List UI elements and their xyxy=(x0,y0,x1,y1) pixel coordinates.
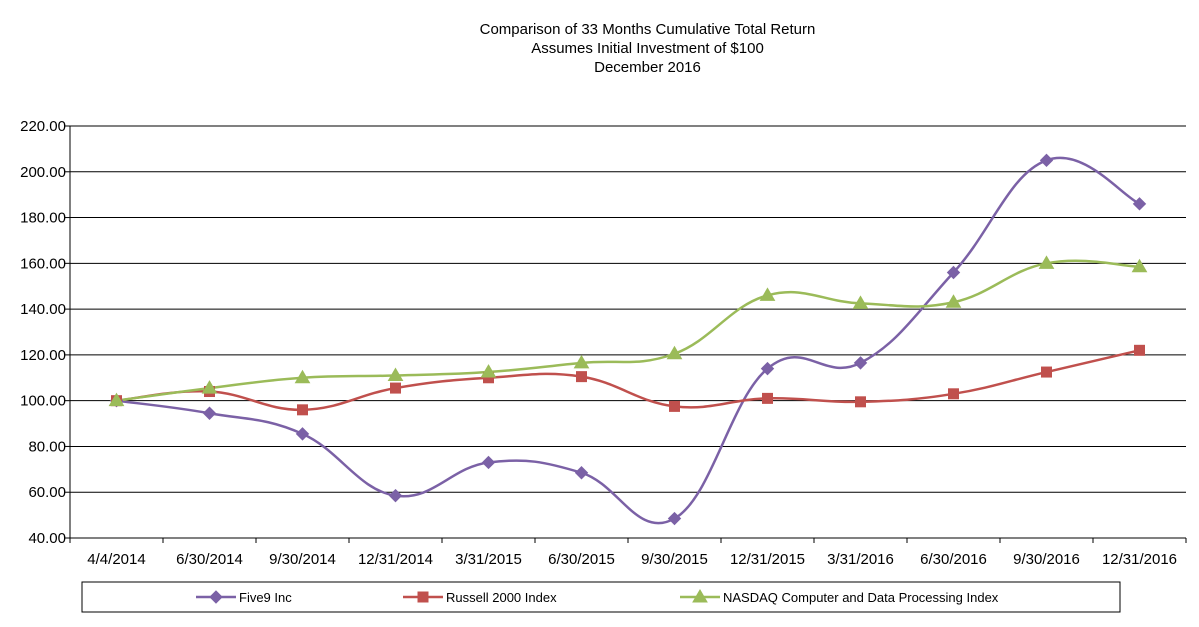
y-tick-label: 180.00 xyxy=(20,210,66,227)
y-tick-label: 220.00 xyxy=(20,118,66,135)
data-point-nasdaq-computer-and-data-processing-index-0 xyxy=(108,392,125,407)
x-tick-label: 12/31/2015 xyxy=(730,551,805,568)
x-tick-label: 9/30/2015 xyxy=(641,551,708,568)
legend-marker-russell-2000-index xyxy=(417,591,429,603)
series-line-russell-2000-index xyxy=(116,349,1140,412)
data-point-russell-2000-index-6 xyxy=(669,400,680,412)
y-tick-label: 100.00 xyxy=(20,393,66,410)
y-tick-label: 40.00 xyxy=(28,530,66,547)
legend-label-russell-2000-index: Russell 2000 Index xyxy=(446,590,557,605)
series-line-nasdaq-computer-and-data-processing-index xyxy=(116,259,1140,402)
legend: Five9 Inc Russell 2000 Index NASDAQ Comput… xyxy=(81,581,1121,613)
legend-label-five9-inc: Five9 Inc xyxy=(239,590,292,605)
x-axis-tick-labels: 4/4/2014 6/30/2014 9/30/2014 12/31/2014 3/31… xyxy=(87,551,1177,568)
x-tick-label: 12/31/2014 xyxy=(358,551,433,568)
data-point-russell-2000-index-11 xyxy=(1134,344,1145,356)
data-point-nasdaq-computer-and-data-processing-index-1 xyxy=(201,380,218,394)
chart-title-line-3: December 2016 xyxy=(594,59,701,76)
data-point-five9-inc-6 xyxy=(667,511,682,526)
y-tick-label: 80.00 xyxy=(28,438,66,455)
y-tick-label: 200.00 xyxy=(20,164,66,181)
axes xyxy=(65,125,1187,543)
x-tick-label: 6/30/2014 xyxy=(176,551,243,568)
data-point-russell-2000-index-8 xyxy=(855,396,866,408)
x-tick-label: 9/30/2016 xyxy=(1013,551,1080,568)
chart-title: Comparison of 33 Months Cumulative Total… xyxy=(0,20,1199,77)
y-tick-label: 120.00 xyxy=(20,347,66,364)
data-point-nasdaq-computer-and-data-processing-index-11 xyxy=(1131,258,1148,273)
data-point-five9-inc-9 xyxy=(946,265,961,280)
series-line-five9-inc xyxy=(116,156,1141,525)
y-axis-tick-labels: 40.00 60.00 80.00 100.00 120.00 140.00 160.00 1… xyxy=(20,118,66,547)
legend-box xyxy=(81,581,1121,613)
data-point-nasdaq-computer-and-data-processing-index-2 xyxy=(294,369,311,384)
data-point-nasdaq-computer-and-data-processing-index-8 xyxy=(852,295,869,309)
data-point-nasdaq-computer-and-data-processing-index-4 xyxy=(480,364,497,378)
series-lines xyxy=(116,156,1141,525)
data-point-nasdaq-computer-and-data-processing-index-3 xyxy=(387,367,404,381)
data-point-nasdaq-computer-and-data-processing-index-9 xyxy=(945,294,962,308)
data-point-russell-2000-index-9 xyxy=(948,388,959,400)
series-markers xyxy=(108,153,1148,526)
data-point-five9-inc-10 xyxy=(1039,153,1054,168)
data-point-russell-2000-index-2 xyxy=(297,404,308,416)
data-point-nasdaq-computer-and-data-processing-index-5 xyxy=(573,354,590,369)
x-tick-label: 4/4/2014 xyxy=(87,551,145,568)
x-tick-label: 12/31/2016 xyxy=(1102,551,1177,568)
grid-lines xyxy=(70,125,1186,539)
y-tick-label: 60.00 xyxy=(28,484,66,501)
y-tick-label: 140.00 xyxy=(20,301,66,318)
chart-title-line-1: Comparison of 33 Months Cumulative Total… xyxy=(479,21,816,38)
data-point-russell-2000-index-3 xyxy=(390,382,401,394)
data-point-nasdaq-computer-and-data-processing-index-10 xyxy=(1038,255,1055,269)
data-point-russell-2000-index-10 xyxy=(1041,366,1052,378)
chart-title-line-2: Assumes Initial Investment of $100 xyxy=(531,40,764,57)
legend-label-nasdaq-computer-and-data-processing-index: NASDAQ Computer and Data Processing Inde… xyxy=(723,590,999,605)
data-point-five9-inc-11 xyxy=(1132,197,1147,211)
data-point-nasdaq-computer-and-data-processing-index-7 xyxy=(759,287,776,301)
data-point-russell-2000-index-5 xyxy=(576,371,587,383)
x-tick-label: 3/31/2015 xyxy=(455,551,522,568)
data-point-five9-inc-2 xyxy=(295,427,310,441)
data-point-five9-inc-7 xyxy=(760,361,775,376)
data-point-russell-2000-index-7 xyxy=(762,392,773,404)
x-tick-label: 9/30/2014 xyxy=(269,551,336,568)
data-point-nasdaq-computer-and-data-processing-index-6 xyxy=(666,345,683,360)
y-tick-label: 160.00 xyxy=(20,255,66,272)
x-tick-label: 6/30/2015 xyxy=(548,551,615,568)
legend-marker-five9-inc xyxy=(209,590,223,604)
data-point-five9-inc-3 xyxy=(388,488,403,503)
data-point-five9-inc-4 xyxy=(481,455,496,470)
legend-marker-nasdaq-computer-and-data-processing-index xyxy=(692,589,708,603)
data-point-five9-inc-1 xyxy=(202,406,217,420)
data-point-five9-inc-5 xyxy=(574,466,589,480)
data-point-five9-inc-8 xyxy=(853,356,868,370)
x-tick-label: 3/31/2016 xyxy=(827,551,894,568)
x-tick-label: 6/30/2016 xyxy=(920,551,987,568)
